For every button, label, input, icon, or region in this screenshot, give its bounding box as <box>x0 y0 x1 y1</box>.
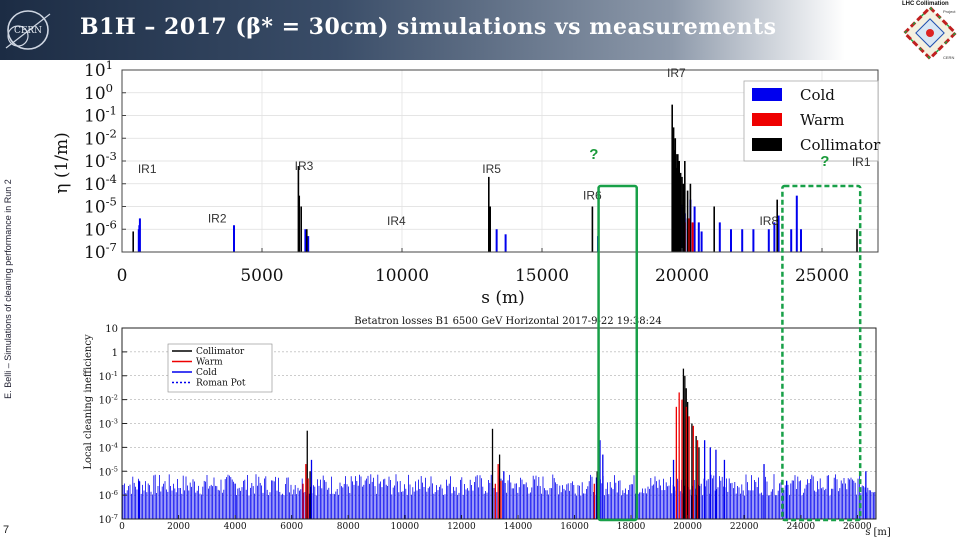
y-tick-label: 10-6 <box>84 217 117 240</box>
x-tick-label: 0 <box>117 266 128 286</box>
slide-header <box>0 0 960 60</box>
measurement-noise <box>122 474 876 519</box>
ir-label: IR2 <box>208 211 227 225</box>
y-tick-label: 10-3 <box>84 149 117 172</box>
ir-label: IR5 <box>482 162 501 176</box>
plot-frame <box>121 327 877 520</box>
ir-label: IR4 <box>387 214 406 228</box>
x-tick-label: 12000 <box>447 522 476 532</box>
collimation-project-logo <box>902 5 958 60</box>
x-tick-label: 0 <box>119 522 125 532</box>
highlight-boxes <box>597 184 862 522</box>
y-tick-label: 101 <box>84 58 113 81</box>
ir-label: IR1 <box>852 155 871 169</box>
project-title: LHC Collimation <box>902 1 949 7</box>
x-tick-label: 24000 <box>786 522 815 532</box>
x-tick-label: 5000 <box>240 266 283 286</box>
legend-frame <box>743 80 879 162</box>
y-tick-label: 10-4 <box>99 441 118 454</box>
ir-label: IR1 <box>138 162 157 176</box>
project-subtitle: Project <box>943 9 956 14</box>
y-tick-label: 10-6 <box>99 489 118 502</box>
ir-label: IR6 <box>583 189 602 203</box>
x-tick-label: 20000 <box>673 522 702 532</box>
legend-swatch <box>752 113 782 126</box>
y-tick-label: 10-5 <box>84 195 117 218</box>
legend-label: Warm <box>800 111 844 129</box>
simulation-ylabel: η (1/m) <box>52 132 72 194</box>
x-tick-label: 15000 <box>515 266 569 286</box>
legend-label: Cold <box>800 86 835 104</box>
measurement-ylabel: Local cleaning inefficiency <box>83 334 94 470</box>
cern-logo: CERN <box>5 10 51 50</box>
x-tick-label: 22000 <box>730 522 759 532</box>
y-tick-label: 10 <box>105 324 118 335</box>
measurement-xlabel: s [m] <box>865 527 891 538</box>
measurement-axes: 10 1 10-1 10-2 10-3 10-4 10-5 10-6 10-70 2000 4000… <box>99 324 877 532</box>
x-tick-label: 18000 <box>617 522 646 532</box>
legend-label: Warm <box>196 358 223 368</box>
y-tick-label: 10-1 <box>84 104 117 127</box>
ir-label: IR8 <box>759 214 778 228</box>
highlight-box <box>781 184 862 522</box>
legend-label: Cold <box>196 368 217 378</box>
x-tick-label: 20000 <box>655 266 709 286</box>
legend-swatch <box>752 138 782 151</box>
x-tick-label: 16000 <box>560 522 589 532</box>
simulation-bars <box>132 104 858 252</box>
x-tick-label: 2000 <box>167 522 190 532</box>
page-number: 7 <box>3 524 10 536</box>
y-tick-label: 10-3 <box>99 418 118 431</box>
x-tick-label: 25000 <box>795 266 849 286</box>
x-tick-label: 8000 <box>337 522 360 532</box>
measurement-bars <box>138 368 867 519</box>
y-tick-label: 1 <box>112 348 118 359</box>
y-tick-label: 10-2 <box>84 126 117 149</box>
y-tick-label: 10-5 <box>99 465 118 478</box>
x-tick-label: 14000 <box>504 522 533 532</box>
y-tick-label: 10-2 <box>99 394 118 407</box>
y-tick-label: 10-7 <box>99 513 118 526</box>
y-tick-label: 10-4 <box>84 172 117 195</box>
x-tick-label: 6000 <box>280 522 303 532</box>
side-footer-text: E. Belli – Simulations of cleaning perfo… <box>3 179 13 399</box>
x-tick-label: 10000 <box>375 266 429 286</box>
highlight-box <box>597 184 639 522</box>
ir-label: IR3 <box>295 159 314 173</box>
plot-frame <box>121 69 879 253</box>
measurement-title: Betatron losses B1 6500 GeV Horizontal 2… <box>354 316 661 327</box>
y-tick-label: 100 <box>84 81 113 104</box>
question-mark: ? <box>820 153 829 170</box>
ir-label: IR7 <box>667 66 686 80</box>
y-tick-label: 10-7 <box>84 240 117 263</box>
cern-logo-text: CERN <box>14 26 42 36</box>
x-tick-label: 4000 <box>224 522 247 532</box>
simulation-grid <box>121 69 878 253</box>
slide-title: B1H – 2017 (β* = 30cm) simulations vs me… <box>80 14 777 40</box>
question-mark: ? <box>589 146 598 163</box>
x-tick-label: 26000 <box>843 522 872 532</box>
y-tick-label: 10-1 <box>99 370 118 383</box>
legend-swatch <box>752 88 782 101</box>
simulation-xlabel: s (m) <box>481 288 525 308</box>
legend-label: Collimator <box>196 347 245 357</box>
x-tick-label: 10000 <box>391 522 420 532</box>
measurement-grid <box>122 327 876 520</box>
simulation-legend: Cold Warm Collimator <box>743 80 881 162</box>
legend-frame <box>167 343 273 393</box>
simulation-annotations: IR7 IR1 IR3 IR5 IR6 IR2 IR4 IR8 IR1?? <box>138 66 871 228</box>
legend-label: Collimator <box>800 136 881 154</box>
project-cern-label: CERN <box>943 55 955 60</box>
legend-label: Roman Pot <box>196 379 246 389</box>
